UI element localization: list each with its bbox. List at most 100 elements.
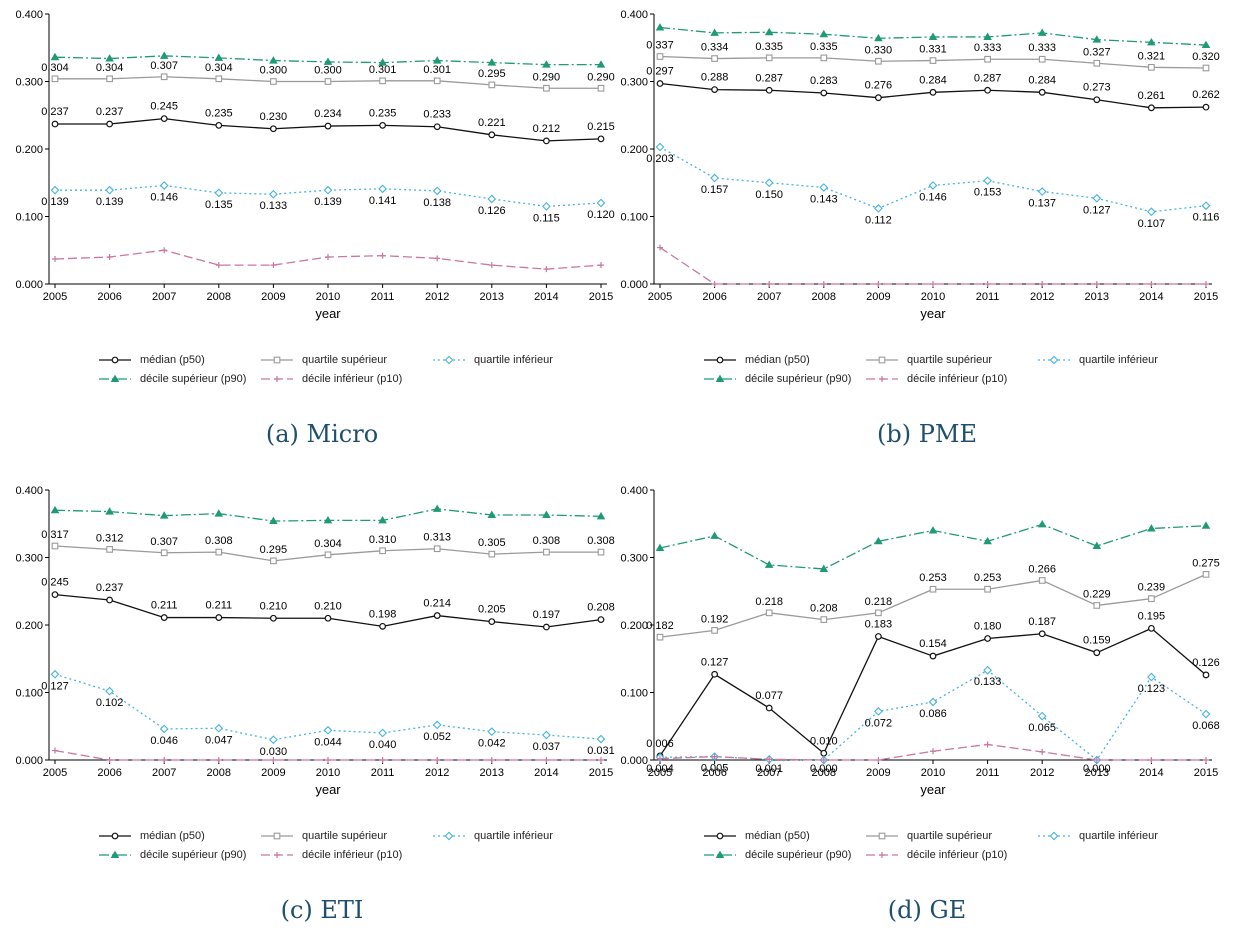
x-axis-title: year (315, 306, 341, 321)
data-point-p10 (488, 262, 495, 269)
legend-swatch-marker (879, 376, 885, 382)
data-label-p50: 0.183 (865, 618, 893, 630)
data-point-p50 (160, 614, 168, 621)
legend-swatch-marker (715, 374, 725, 383)
data-point-q3 (875, 609, 882, 617)
data-point-q3 (820, 616, 828, 623)
data-point-q1 (323, 185, 333, 195)
data-point-q1 (874, 707, 883, 716)
legend-item-q1: quartile inférieur (1037, 352, 1158, 368)
legend: médian (p50) quartile supérieur quartile i… (98, 828, 618, 868)
x-tick-label: 2011 (371, 767, 395, 779)
data-label-p50: 0.284 (919, 74, 947, 86)
x-tick-label: 2007 (152, 767, 176, 779)
data-label-q3: 0.266 (1028, 563, 1056, 575)
y-tick-label: 0.200 (620, 144, 648, 156)
data-point-q3 (106, 75, 113, 83)
legend-label: quartile inférieur (474, 354, 553, 366)
data-point-q3 (929, 57, 937, 64)
data-label-q3: 0.335 (810, 41, 838, 53)
data-point-p50 (324, 122, 332, 130)
data-point-p90 (710, 531, 719, 539)
data-point-q3 (1202, 64, 1210, 72)
data-label-p50: 0.276 (865, 80, 893, 92)
series-line-p50 (55, 117, 602, 142)
x-axis-title: year (315, 782, 341, 797)
data-label-q1: 0.000 (1083, 763, 1111, 775)
data-point-p90 (1092, 35, 1102, 43)
y-tick-label: 0.000 (15, 279, 43, 291)
data-label-q3: 0.208 (810, 603, 838, 615)
legend-item-p90: décile supérieur (p90) (98, 371, 246, 387)
data-label-p50: 0.198 (369, 608, 397, 620)
x-tick-label: 2008 (207, 291, 231, 303)
data-label-q1: 0.135 (205, 199, 233, 211)
data-point-q3 (711, 55, 718, 62)
data-label-p50: 0.010 (810, 735, 838, 747)
data-label-q1: 0.102 (96, 697, 124, 709)
data-point-p10 (1093, 757, 1100, 763)
data-point-q3 (765, 609, 773, 617)
data-point-q1 (487, 194, 497, 204)
legend-swatch-marker (110, 850, 120, 859)
data-point-q1 (1037, 711, 1047, 721)
x-tick-label: 2011 (976, 767, 1000, 779)
legend-item-p50: médian (p50) (703, 352, 810, 368)
data-point-p50 (597, 135, 605, 143)
data-point-p10 (434, 757, 441, 763)
legend-swatch (1038, 831, 1070, 841)
data-point-p10 (161, 247, 168, 254)
data-label-q3: 0.337 (646, 40, 674, 52)
legend-label: quartile inférieur (1079, 354, 1158, 366)
data-label-q3: 0.239 (1138, 582, 1166, 594)
x-tick-label: 2015 (589, 291, 613, 303)
data-label-p50: 0.221 (478, 117, 506, 129)
data-point-q1 (874, 204, 883, 213)
data-point-p10 (488, 757, 495, 763)
data-point-p90 (432, 56, 442, 64)
data-point-p10 (711, 281, 718, 287)
data-point-p10 (543, 266, 550, 273)
data-label-q1: 0.047 (205, 734, 233, 746)
data-point-p10 (379, 252, 386, 259)
data-point-p90 (928, 526, 938, 534)
data-label-q3: 0.333 (1028, 42, 1056, 54)
y-tick-label: 0.300 (620, 77, 648, 89)
data-point-p10 (161, 757, 168, 763)
legend-swatch (704, 832, 736, 840)
y-tick-label: 0.300 (15, 77, 43, 89)
data-label-q1: 0.138 (423, 197, 451, 209)
data-label-q3: 0.307 (150, 60, 178, 72)
data-label-q1: 0.052 (423, 731, 451, 743)
data-point-q3 (875, 57, 882, 65)
data-point-q3 (1038, 55, 1046, 63)
x-tick-label: 2014 (534, 291, 558, 303)
data-label-q1: 0.030 (260, 746, 288, 758)
data-point-q1 (1147, 672, 1156, 682)
data-label-q1: 0.133 (974, 676, 1002, 688)
data-label-q3: 0.312 (96, 532, 124, 544)
data-point-p50 (984, 86, 992, 94)
data-point-p90 (1092, 541, 1102, 550)
data-point-p50 (711, 670, 718, 678)
legend-swatch (866, 376, 898, 382)
data-point-p50 (269, 125, 277, 133)
data-label-q3: 0.253 (919, 572, 947, 584)
legend-item-q1: quartile inférieur (432, 828, 553, 844)
data-point-p10 (215, 262, 222, 269)
data-label-p50: 0.234 (314, 108, 342, 120)
data-label-q1: 0.146 (150, 191, 178, 203)
legend-label: décile supérieur (p90) (140, 849, 247, 861)
data-label-q1: 0.116 (1193, 212, 1220, 224)
data-point-p50 (984, 635, 992, 642)
data-label-q1: 0.072 (865, 717, 893, 729)
data-point-p90 (487, 58, 497, 66)
data-point-p90 (1037, 520, 1047, 528)
legend-label: médian (p50) (140, 830, 205, 842)
legend-item-p90: décile supérieur (p90) (703, 847, 851, 863)
data-point-q3 (51, 75, 59, 83)
data-point-p50 (1093, 96, 1101, 104)
legend-swatch-marker (879, 852, 885, 858)
data-label-q1: 0.137 (1028, 198, 1056, 210)
legend-swatch (704, 356, 736, 364)
